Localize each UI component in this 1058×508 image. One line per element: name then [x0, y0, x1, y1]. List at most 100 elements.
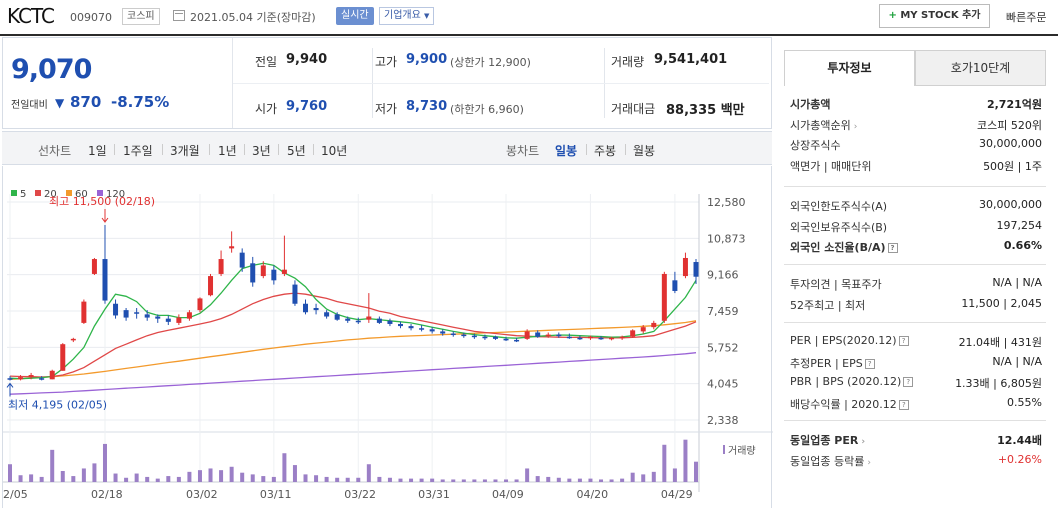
quick-order-link[interactable]: 빠른주문: [1006, 11, 1047, 24]
candle-body: [503, 338, 509, 341]
realtime-button[interactable]: 실시간: [336, 7, 374, 25]
tab-1w[interactable]: 1주일: [123, 144, 153, 158]
high-label: 고가: [375, 55, 398, 69]
volume-bar: [525, 468, 530, 482]
info-row: 외국인보유주식수(B) 197,254: [790, 217, 1042, 237]
info-row: 시가총액순위 › 코스피 520위: [790, 115, 1042, 135]
volume-bar: [651, 471, 656, 482]
candle-body: [376, 318, 382, 323]
info-label: 시가총액: [790, 98, 831, 111]
y-tick-label: 7,459: [707, 305, 739, 318]
info-label-wrap: 외국인 소진율(B/A)?: [790, 239, 898, 255]
max-annotation: 최고 11,500 (02/18): [49, 195, 155, 208]
info-label-wrap: PER | EPS(2020.12)?: [790, 334, 909, 347]
help-icon[interactable]: ?: [903, 377, 914, 387]
candle-body: [609, 337, 615, 340]
info-label-wrap: 시가총액순위 ›: [790, 117, 857, 133]
info-label: 배당수익률 | 2020.12: [790, 397, 897, 411]
tab-investment-info[interactable]: 투자정보: [784, 50, 915, 86]
tab-monthly[interactable]: 월봉: [633, 144, 656, 158]
chevron-right-icon[interactable]: ›: [853, 121, 858, 132]
volume-bar: [577, 478, 582, 482]
candle-body: [672, 280, 678, 291]
x-tick-label: 03/31: [418, 488, 450, 501]
candle-body: [239, 252, 245, 268]
volume-bar: [29, 474, 34, 482]
candle-body: [693, 262, 699, 277]
divider: [114, 144, 115, 155]
tab-10y[interactable]: 10년: [321, 144, 348, 158]
info-value: 197,254: [996, 218, 1043, 232]
info-label: PER | EPS(2020.12): [790, 334, 897, 347]
x-tick-label: 02/18: [91, 488, 123, 501]
tab-weekly[interactable]: 주봉: [594, 144, 617, 158]
legend-label: 60: [75, 189, 88, 200]
corp-overview-dropdown[interactable]: 기업개요 ▼: [379, 7, 435, 25]
tab-1d[interactable]: 1일: [88, 144, 107, 158]
candle-body: [577, 337, 583, 340]
tab-1y[interactable]: 1년: [218, 144, 237, 158]
divider: [233, 83, 769, 84]
info-value: 30,000,000: [979, 137, 1042, 150]
candle-body: [113, 303, 119, 316]
tab-3y[interactable]: 3년: [252, 144, 271, 158]
candle-body: [250, 263, 256, 283]
price-change-pct: -8.75%: [111, 93, 170, 111]
help-icon[interactable]: ?: [898, 336, 909, 346]
tab-order-book[interactable]: 호가10단계: [915, 50, 1046, 86]
info-label-wrap: PBR | BPS (2020.12)?: [790, 375, 914, 388]
candle-body: [355, 320, 361, 323]
low-label: 저가: [375, 102, 398, 116]
chevron-right-icon[interactable]: ›: [867, 457, 871, 468]
prev-close-label: 전일: [255, 55, 278, 69]
stock-header: KCTC 009070 코스피 2021.05.04 기준(장마감) 실시간 기…: [0, 0, 1058, 34]
candle-body: [186, 312, 192, 319]
down-arrow-icon: ▼: [55, 96, 65, 110]
x-tick-label: 02/05: [3, 488, 28, 501]
candle-body: [651, 322, 657, 328]
volume-bar: [145, 476, 150, 482]
candle-body: [271, 269, 277, 281]
open-value: 9,760: [286, 99, 328, 114]
volume-bar: [81, 468, 86, 482]
divider: [625, 144, 626, 155]
volume-bar: [261, 476, 266, 482]
volume-bar: [113, 473, 118, 482]
tab-daily[interactable]: 일봉: [555, 144, 578, 158]
x-tick-label: 03/22: [344, 488, 376, 501]
stock-chart[interactable]: 12,580 10,873 9,166 7,459 5,752 4,045 2,338 02/…: [2, 166, 773, 508]
volume-bar: [229, 466, 234, 482]
candle-body: [482, 336, 488, 339]
tab-5y[interactable]: 5년: [287, 144, 306, 158]
volume-bar: [430, 478, 435, 482]
y-tick-label: 12,580: [707, 196, 746, 209]
add-my-stock-button[interactable]: + MY STOCK 추가: [879, 4, 990, 28]
tab-3m[interactable]: 3개월: [170, 144, 200, 158]
info-value: N/A | N/A: [992, 354, 1042, 368]
chevron-right-icon[interactable]: ›: [861, 437, 866, 447]
prev-close-value: 9,940: [286, 52, 328, 67]
volume-bar: [8, 464, 12, 482]
volume-bar: [694, 461, 698, 482]
volume-label: 거래량: [728, 445, 756, 457]
candle-body: [345, 318, 351, 321]
candle-body: [324, 312, 330, 317]
help-icon[interactable]: ?: [887, 243, 898, 253]
company-name: KCTC: [7, 4, 55, 28]
volume-bar: [155, 478, 160, 482]
volume-bar: [60, 471, 65, 482]
divider: [784, 264, 1046, 265]
help-icon[interactable]: ?: [864, 358, 875, 369]
candle-body: [134, 312, 140, 314]
info-label-wrap: 배당수익률 | 2020.12?: [790, 396, 909, 412]
help-icon[interactable]: ?: [898, 399, 909, 410]
volume-bar: [240, 472, 245, 482]
base-date: 2021.05.04 기준(장마감): [190, 11, 316, 24]
candle-body: [630, 330, 636, 337]
divider: [784, 322, 1046, 323]
volume-bar: [50, 449, 55, 482]
volume-bar: [588, 478, 593, 482]
volume-bar: [440, 479, 445, 482]
volume-bar: [556, 477, 561, 482]
volume-bar: [641, 474, 646, 482]
